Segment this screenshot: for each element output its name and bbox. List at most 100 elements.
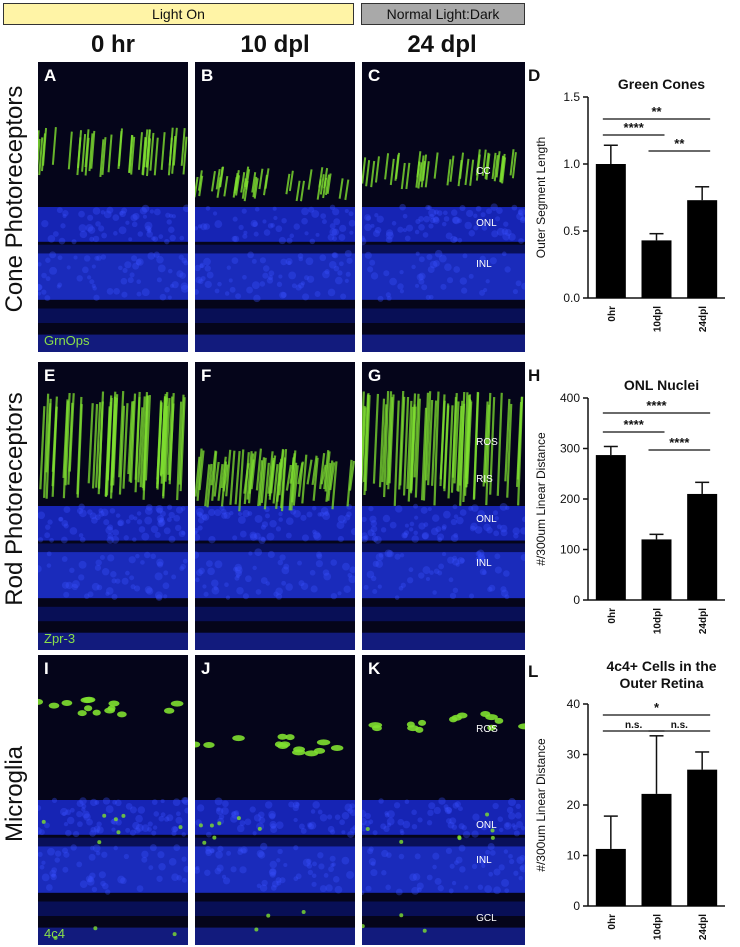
x-tick-label: 24dpl: [698, 914, 709, 940]
significance-label: ****: [624, 120, 645, 135]
normal-light-dark-banner: Normal Light:Dark: [361, 3, 525, 25]
micrograph-image: [38, 655, 188, 945]
layer-label: INL: [476, 557, 492, 569]
micrograph-panel-j: J: [195, 655, 355, 945]
x-tick-label: 10dpl: [653, 306, 664, 332]
micrograph-panel-e: E Zpr-3: [38, 362, 188, 650]
y-tick-label: 300: [560, 442, 580, 456]
y-tick-label: 30: [567, 748, 581, 762]
layer-label: ROS: [476, 436, 498, 448]
micrograph-image: [195, 62, 355, 352]
panel-letter: F: [201, 366, 212, 385]
micrograph-image: [195, 362, 355, 650]
panel-letter: C: [368, 66, 381, 85]
y-tick-label: 1.0: [563, 157, 580, 171]
column-header-24dpl: 24 dpl: [407, 31, 477, 58]
micrograph-panel-c: C CC ONL INL: [362, 62, 525, 352]
panel-letter: J: [201, 659, 211, 678]
chart-title: 4c4+ Cells in the: [606, 658, 716, 674]
bar-10dpl: [641, 793, 672, 906]
micrograph-panel-i: I 4c4: [38, 655, 188, 945]
column-header-0hr: 0 hr: [90, 31, 135, 58]
panel-letter: E: [44, 366, 56, 385]
micrograph-panel-a: A GrnOps: [38, 62, 188, 352]
x-tick-label: 0hr: [607, 306, 618, 322]
micrograph-image: [38, 62, 188, 352]
y-tick-label: 40: [567, 697, 581, 711]
bar-0hr: [595, 848, 626, 906]
bar-24dpl: [687, 769, 718, 906]
panel-letter-h: H: [528, 366, 541, 385]
micrograph-panel-f: F: [195, 362, 355, 650]
layer-label: INL: [476, 854, 492, 866]
significance-label: **: [651, 104, 662, 119]
stain-label: 4c4: [44, 926, 65, 941]
significance-label: ****: [646, 398, 667, 413]
significance-label: ****: [624, 417, 645, 432]
panel-letter-d: D: [528, 66, 541, 85]
chart-h: ONL Nuclei 0 100 200 300 400 #/300um Linear Di…: [534, 377, 725, 634]
panel-letter: I: [44, 659, 49, 678]
significance-label: n.s.: [625, 720, 642, 731]
y-tick-label: 0: [573, 593, 580, 607]
x-tick-label: 0hr: [607, 608, 618, 624]
significance-label: **: [674, 136, 685, 151]
y-tick-label: 100: [560, 543, 580, 557]
panel-letter: B: [201, 66, 214, 85]
micrograph-image: [195, 655, 355, 945]
y-tick-label: 0.5: [563, 224, 580, 238]
y-tick-label: 200: [560, 492, 580, 506]
y-axis-label: #/300um Linear Distance: [534, 432, 548, 566]
bar-10dpl: [641, 240, 672, 298]
y-tick-label: 0.0: [563, 291, 580, 305]
stain-label: GrnOps: [44, 333, 90, 348]
micrograph-panel-k: K ROS ONL INL GCL: [362, 655, 525, 945]
significance-label: n.s.: [671, 720, 688, 731]
bar-0hr: [595, 455, 626, 600]
x-tick-label: 0hr: [607, 914, 618, 930]
panel-letter: K: [368, 659, 381, 678]
y-tick-label: 0: [573, 899, 580, 913]
chart-title: ONL Nuclei: [624, 377, 699, 393]
significance-label: *: [654, 700, 660, 715]
micrograph-panel-b: B: [195, 62, 355, 352]
layer-label: GCL: [476, 912, 497, 924]
micrograph-image: [38, 362, 188, 650]
micrograph-image: [362, 362, 525, 650]
chart-title: Green Cones: [618, 76, 705, 92]
y-tick-label: 20: [567, 798, 581, 812]
bar-24dpl: [687, 200, 718, 298]
panel-letter: A: [44, 66, 57, 85]
x-tick-label: 24dpl: [698, 306, 709, 332]
y-axis-label: #/300um Linear Distance: [534, 738, 548, 872]
bar-10dpl: [641, 539, 672, 600]
x-tick-label: 10dpl: [653, 914, 664, 940]
layer-label: INL: [476, 259, 492, 270]
light-on-banner: Light On: [3, 3, 354, 25]
y-tick-label: 10: [567, 849, 581, 863]
chart-d: Green Cones 0.0 0.5 1.0 1.5 Outer Segment Len…: [534, 76, 725, 332]
y-tick-label: 400: [560, 391, 580, 405]
panel-letter-l: L: [528, 662, 539, 681]
bar-24dpl: [687, 493, 718, 600]
layer-label: RIS: [476, 474, 493, 486]
chart-title: Outer Retina: [619, 675, 703, 691]
column-header-10dpl: 10 dpl: [240, 31, 310, 58]
significance-label: ****: [669, 435, 690, 450]
layer-label: ONL: [476, 514, 497, 526]
y-axis-label: Outer Segment Length: [534, 137, 548, 258]
stain-label: Zpr-3: [44, 631, 76, 646]
micrograph-image: [362, 62, 525, 352]
micrograph-image: [362, 655, 525, 945]
x-tick-label: 10dpl: [653, 608, 664, 634]
layer-label: ONL: [476, 218, 497, 230]
layer-label: CC: [476, 166, 491, 178]
x-tick-label: 24dpl: [698, 608, 709, 634]
micrograph-panel-g: G ROS RIS ONL INL: [362, 362, 525, 650]
layer-label: ROS: [476, 724, 498, 736]
panel-letter: G: [368, 366, 382, 385]
bar-0hr: [595, 164, 626, 298]
layer-label: ONL: [476, 820, 497, 832]
